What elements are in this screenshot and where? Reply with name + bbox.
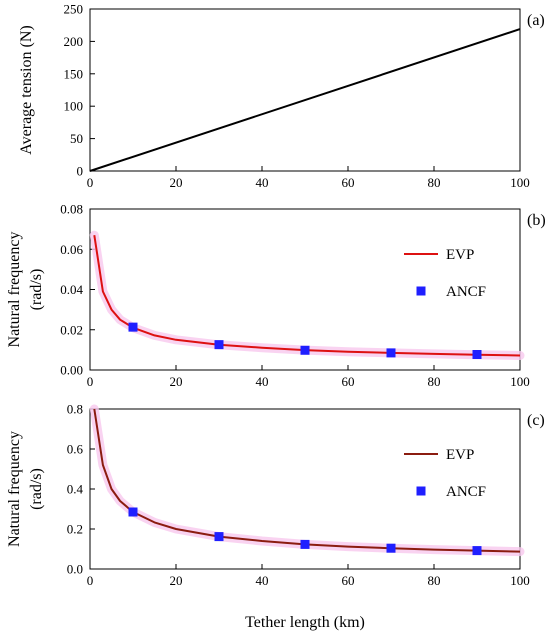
- panel-1-x-tick-label: 100: [510, 175, 530, 190]
- panel-3-legend-label-ancf: ANCF: [446, 484, 486, 500]
- panel-2-y-axis-label-line: (rad/s): [28, 269, 45, 311]
- panel-3-y-axis-label-line: Natural frequency: [6, 431, 23, 547]
- panel-2-x-tick-label: 40: [256, 374, 269, 389]
- panel-3-y-tick-label: 0.2: [67, 522, 83, 537]
- panel-1-x-tick-label: 40: [256, 175, 269, 190]
- panel-2-legend-label-ancf: ANCF: [446, 284, 486, 300]
- panel-2-marker-ancf: [214, 340, 224, 350]
- panel-2-y-tick-label: 0.00: [60, 363, 83, 378]
- panel-3-label: (c): [527, 412, 545, 429]
- panel-2-legend-marker-symbol: [416, 286, 426, 296]
- panel-3-y-tick-label: 0.8: [67, 402, 83, 417]
- panel-3-y-tick-label: 0.6: [67, 442, 84, 457]
- x-axis-label: Tether length (km): [245, 614, 365, 631]
- panel-3-marker-ancf: [128, 507, 138, 517]
- panel-2-y-tick-label: 0.02: [60, 322, 83, 337]
- panel-1-x-tick-label: 60: [342, 175, 355, 190]
- panel-1-x-tick-label: 20: [170, 175, 183, 190]
- panel-3-marker-ancf: [214, 532, 224, 542]
- panel-1-x-tick-label: 80: [428, 175, 441, 190]
- panel-2-marker-ancf: [128, 322, 138, 332]
- panel-2-marker-ancf: [386, 348, 396, 358]
- panel-2-label: (b): [527, 212, 546, 229]
- panel-2-y-tick-label: 0.04: [60, 282, 83, 297]
- panel-2-marker-ancf: [472, 350, 482, 360]
- panel-3-legend-marker-symbol: [416, 486, 426, 496]
- panel-3-marker-ancf: [386, 543, 396, 553]
- panel-3-x-tick-label: 0: [87, 573, 94, 588]
- panel-2-legend-label-evp: EVP: [446, 247, 474, 263]
- panel-2-x-tick-label: 0: [87, 374, 94, 389]
- panel-2-x-tick-label: 60: [342, 374, 355, 389]
- panel-1-y-axis-label: Average tension (N): [18, 25, 35, 154]
- panel-3-y-tick-label: 0.0: [67, 562, 83, 577]
- panel-3-y-axis-label-line: (rad/s): [28, 468, 45, 510]
- panel-3-x-tick-label: 40: [256, 573, 269, 588]
- panel-2-y-tick-label: 0.06: [60, 242, 83, 257]
- panel-2-x-tick-label: 100: [510, 374, 530, 389]
- panel-3-legend-label-evp: EVP: [446, 447, 474, 463]
- panel-3-series-band: [89, 404, 525, 557]
- panel-1-y-tick-label: 50: [70, 131, 83, 146]
- panel-3-x-tick-label: 60: [342, 573, 355, 588]
- panel-3-y-tick-label: 0.4: [67, 482, 84, 497]
- panel-2-x-tick-label: 20: [170, 374, 183, 389]
- panel-3-x-tick-label: 100: [510, 573, 530, 588]
- panel-3-marker-ancf: [300, 539, 310, 549]
- panel-3-series-line-evp: [93, 408, 521, 553]
- panel-1-y-tick-label: 250: [64, 2, 84, 17]
- panel-2-y-tick-label: 0.08: [60, 202, 83, 217]
- panel-3-marker-ancf: [472, 546, 482, 556]
- panel-1-y-tick-label: 200: [64, 34, 84, 49]
- panel-3-x-tick-label: 20: [170, 573, 183, 588]
- panel-3-x-tick-label: 80: [428, 573, 441, 588]
- panel-1-plot-frame: [89, 8, 521, 172]
- panel-1-series-line-data: [89, 28, 521, 172]
- panel-2-marker-ancf: [300, 345, 310, 355]
- panel-2-x-tick-label: 80: [428, 374, 441, 389]
- panel-2-y-axis-label-line: Natural frequency: [6, 232, 23, 348]
- panel-1-y-tick-label: 150: [64, 66, 84, 81]
- panel-1-y-tick-label: 100: [64, 99, 84, 114]
- panel-1-y-tick-label: 0: [77, 164, 84, 179]
- panel-1-label: (a): [527, 12, 545, 29]
- panel-1-x-tick-label: 0: [87, 175, 94, 190]
